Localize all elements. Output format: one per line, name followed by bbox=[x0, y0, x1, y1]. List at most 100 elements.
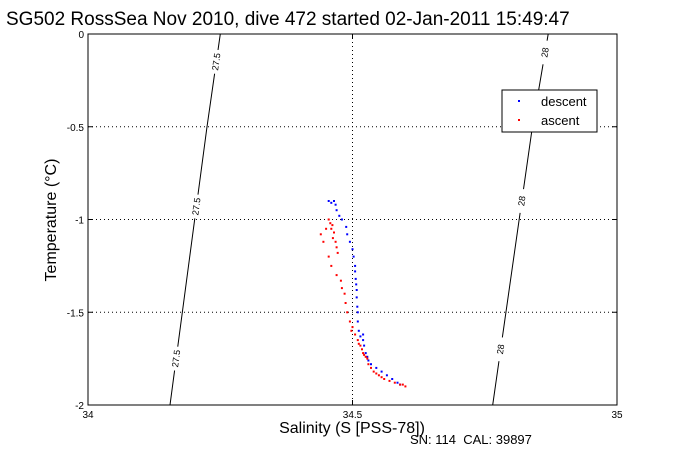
descent-point bbox=[370, 363, 372, 366]
ascent-point bbox=[356, 339, 359, 342]
ascent-point bbox=[363, 353, 366, 356]
descent-point bbox=[356, 320, 359, 323]
ascent-point bbox=[336, 251, 339, 254]
isopycnal-label: 27.5 bbox=[169, 346, 183, 372]
ascent-point bbox=[325, 227, 328, 230]
descent-point bbox=[338, 214, 341, 217]
isopycnal-label-text: 27.5 bbox=[190, 197, 202, 216]
descent-point bbox=[346, 233, 349, 236]
isopycnal-label-text: 28 bbox=[495, 344, 506, 355]
ascent-point bbox=[364, 355, 367, 358]
legend-marker-descent bbox=[518, 100, 520, 102]
descent-point bbox=[351, 248, 354, 251]
isopycnal-labels: 27.5 27.5 27.5 28 28 28 bbox=[169, 39, 553, 372]
isopycnal-label: 27.5 bbox=[189, 193, 203, 220]
ascent-point bbox=[354, 333, 357, 336]
descent-point bbox=[340, 218, 343, 221]
isopycnal-label-background bbox=[538, 39, 553, 66]
ascent-point bbox=[335, 246, 338, 249]
descent-point bbox=[356, 311, 359, 314]
ascent-point bbox=[351, 326, 354, 329]
ascent-point bbox=[319, 233, 322, 236]
ascent-point bbox=[377, 374, 380, 377]
ascent-point bbox=[361, 348, 363, 351]
y-tick-label: -1 bbox=[75, 216, 84, 227]
descent-point bbox=[335, 209, 338, 212]
y-tick-label: -2 bbox=[75, 401, 84, 412]
descent-point bbox=[354, 270, 357, 273]
ascent-point bbox=[366, 357, 369, 360]
ascent-point bbox=[401, 383, 404, 386]
x-tick-label: 34.5 bbox=[343, 410, 363, 421]
legend-label-descent: descent bbox=[541, 94, 587, 109]
isopycnal-label-text: 27.5 bbox=[170, 349, 182, 368]
descent-point bbox=[355, 289, 358, 291]
ascent-point bbox=[367, 363, 370, 366]
x-ticks: 34 34.5 35 bbox=[82, 34, 623, 421]
descent-point bbox=[334, 203, 337, 206]
descent-point bbox=[375, 366, 378, 369]
isopycnal-lines bbox=[169, 33, 549, 406]
ascent-point bbox=[375, 372, 378, 375]
isopycnal-label-background bbox=[169, 346, 183, 372]
ascent-point bbox=[334, 240, 337, 243]
ascent-point bbox=[331, 237, 334, 240]
ascent-point bbox=[322, 240, 325, 243]
ascent-point bbox=[404, 385, 407, 388]
ascent-point bbox=[327, 218, 330, 221]
descent-point bbox=[363, 344, 366, 347]
ascent-point bbox=[383, 378, 386, 380]
descent-point bbox=[391, 378, 394, 380]
descent-point bbox=[355, 296, 358, 299]
descent-point bbox=[355, 283, 358, 286]
descent-point bbox=[364, 352, 367, 355]
descent-point bbox=[396, 381, 399, 384]
descent-point bbox=[362, 333, 365, 336]
ascent-point bbox=[330, 227, 333, 230]
descent-point bbox=[333, 200, 335, 202]
ascent-point bbox=[331, 224, 334, 227]
descent-point bbox=[362, 339, 365, 342]
legend-box bbox=[501, 89, 598, 133]
isopycnal-label-background bbox=[493, 336, 508, 362]
descent-point bbox=[367, 359, 370, 362]
descent-point bbox=[352, 255, 355, 258]
descent-point bbox=[330, 201, 333, 204]
ascent-point bbox=[343, 292, 346, 295]
ascent-point bbox=[357, 342, 360, 345]
ascent-point bbox=[329, 222, 332, 225]
isopycnal-label-text: 28 bbox=[539, 47, 551, 59]
descent-point bbox=[380, 370, 383, 373]
y-tick-label: 0 bbox=[78, 30, 84, 41]
x-tick-label: 34 bbox=[82, 410, 94, 421]
descent-point bbox=[366, 355, 369, 358]
serial-calibration-footer: SN: 114 CAL: 39897 bbox=[410, 432, 532, 447]
ascent-point bbox=[335, 274, 338, 277]
ascent-point bbox=[359, 344, 362, 347]
y-tick-label: -1.5 bbox=[67, 308, 85, 319]
ascent-point bbox=[340, 287, 343, 290]
legend-label-ascent: ascent bbox=[541, 113, 580, 128]
data-points bbox=[319, 200, 407, 388]
isopycnal-label-text: 27.5 bbox=[210, 52, 222, 71]
isopycnal-label-background bbox=[209, 49, 223, 75]
ascent-point bbox=[362, 352, 365, 355]
descent-point bbox=[345, 225, 348, 228]
y-ticks: -2 -1.5 -1 -0.5 0 bbox=[67, 30, 617, 412]
ascent-point bbox=[339, 279, 342, 282]
ascent-point bbox=[393, 381, 396, 384]
descent-point bbox=[327, 200, 330, 202]
ascent-point bbox=[327, 255, 330, 258]
y-tick-label: -0.5 bbox=[67, 123, 85, 134]
x-tick-label: 35 bbox=[611, 410, 623, 421]
ascent-point bbox=[333, 231, 335, 234]
ascent-point bbox=[388, 379, 391, 382]
descent-point bbox=[359, 335, 362, 338]
isopycnal-label-text: 28 bbox=[516, 195, 527, 206]
isopycnal-label-background bbox=[515, 188, 529, 214]
ascent-point bbox=[372, 370, 375, 373]
y-axis-label: Temperature (°C) bbox=[43, 159, 60, 282]
isopycnal-label-background bbox=[189, 193, 203, 220]
legend-marker-ascent bbox=[518, 119, 520, 121]
